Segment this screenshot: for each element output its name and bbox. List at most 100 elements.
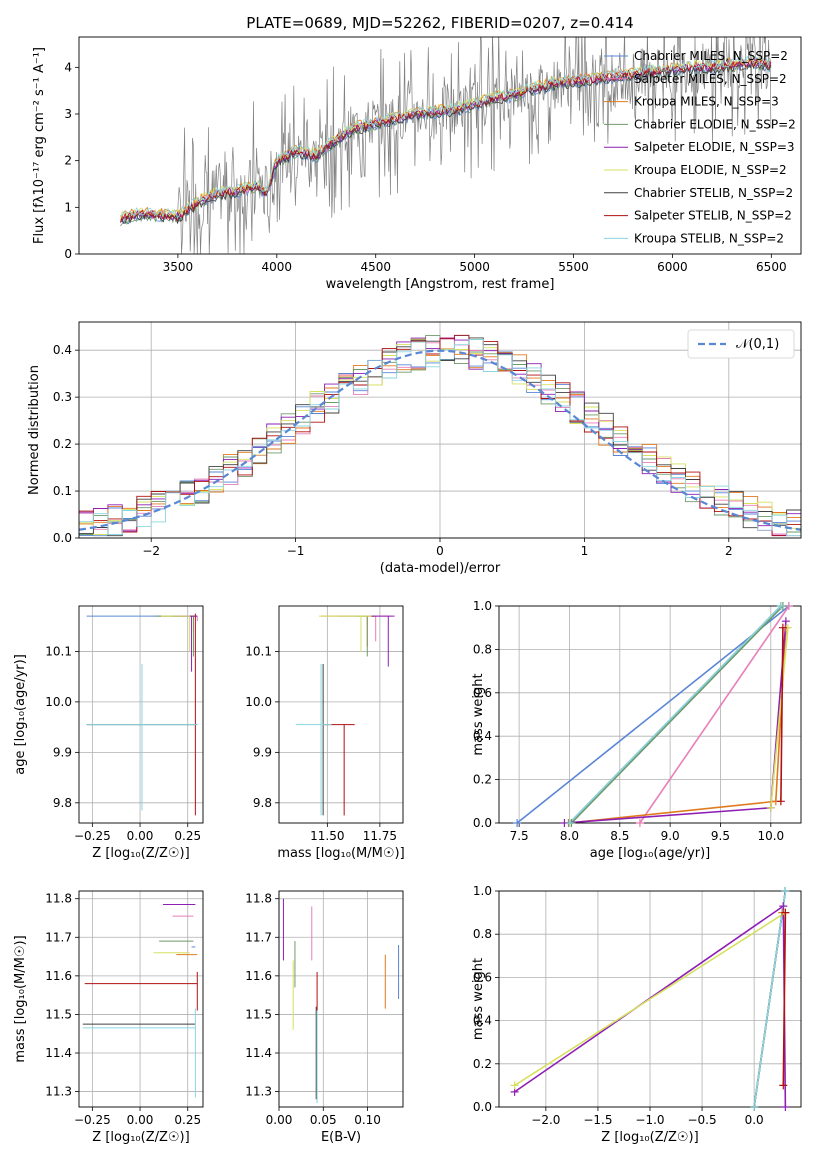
weight-line-kroupa_elodie <box>514 911 786 1087</box>
y-tick-label: 0.6 <box>473 970 492 984</box>
x-tick-label: 0.05 <box>310 1113 337 1127</box>
x-tick-label: 0 <box>436 544 444 558</box>
weight-line-salpeter_stelib <box>782 912 787 1086</box>
y-tick-label: 11.8 <box>245 892 272 906</box>
y-tick-label: 0.0 <box>473 816 492 830</box>
y-tick-label: 0.2 <box>473 1057 492 1071</box>
x-tick-label: 0.0 <box>745 1113 764 1127</box>
legend-entry: Salpeter MILES, N_SSP=2 <box>634 72 787 86</box>
y-axis-label: mass weight <box>471 673 486 755</box>
x-tick-label: −1.5 <box>583 1113 612 1127</box>
legend-entry: Kroupa MILES, N_SSP=3 <box>634 95 779 109</box>
grid-weight_vs_Z <box>499 890 801 1108</box>
weight-line-chabrier_miles <box>516 606 790 823</box>
x-tick-label: 7.5 <box>510 829 529 843</box>
legend-entry: 𝒩(0,1) <box>736 337 779 352</box>
panel-age_vs_mass: 11.50 11.75 9.8 9.9 10.0 10.1 mass [log₁₀(M/M☉… <box>245 605 405 861</box>
y-tick-label: 0.4 <box>473 1014 492 1028</box>
y-tick-label: 11.7 <box>245 930 272 944</box>
x-tick-label: 1 <box>581 544 589 558</box>
x-tick-label: 0.25 <box>174 1113 201 1127</box>
panel-residuals: −2 −1 0 1 2 0.0 0.1 0.2 0.3 0.4 (data-model)/error… <box>27 321 802 576</box>
x-tick-label: 9.5 <box>711 829 730 843</box>
x-tick-label: 0.10 <box>354 1113 381 1127</box>
panel-weight_vs_age: 7.5 8.0 8.5 9.0 9.5 10.0 0.0 0.2 0.4 0.6 0.8 1.0 age… <box>471 599 802 861</box>
y-tick-label: 10.0 <box>45 695 72 709</box>
y-tick-label: 0.6 <box>473 686 492 700</box>
y-tick-label: 0.0 <box>473 1100 492 1114</box>
y-tick-label: 11.3 <box>245 1085 272 1099</box>
x-axis-label: Z [log₁₀(Z/Z☉)] <box>92 1130 189 1145</box>
weight-line-salpeter_stelib <box>780 627 784 802</box>
legend-entry: Kroupa STELIB, N_SSP=2 <box>634 231 784 245</box>
x-tick-label: 11.75 <box>363 829 397 843</box>
x-axis-label: Z [log₁₀(Z/Z☉)] <box>92 846 189 861</box>
x-tick-label: 8.5 <box>610 829 629 843</box>
legend-entry: Salpeter ELODIE, N_SSP=3 <box>634 140 795 154</box>
y-tick-label: 10.1 <box>245 644 272 658</box>
plot-area-residuals <box>79 334 801 537</box>
x-tick-label: 2 <box>725 544 733 558</box>
x-tick-label: −2 <box>142 544 160 558</box>
weight-marker-salpeter_elodie <box>781 1103 790 1111</box>
y-tick-label: 0.0 <box>53 531 72 545</box>
x-tick-label: 4000 <box>262 260 293 274</box>
weight-marker-kroupa_stelib <box>565 819 574 827</box>
weight-line-salpeter_miles <box>639 606 790 823</box>
x-tick-label: 10.0 <box>757 829 784 843</box>
x-tick-label: 5500 <box>558 260 589 274</box>
legend-entry: Chabrier MILES, N_SSP=2 <box>634 49 788 63</box>
x-tick-label: 0.00 <box>266 1113 293 1127</box>
grid-mass_vs_ebv <box>278 891 403 1107</box>
axes-frame <box>498 890 802 1108</box>
weight-line-kroupa_elodie <box>770 627 789 808</box>
weight-marker-salpeter_stelib <box>781 908 790 917</box>
y-tick-label: 11.8 <box>45 892 72 906</box>
x-tick-label: −0.25 <box>74 829 111 843</box>
plot-area-age_vs_Z <box>86 613 198 816</box>
y-tick-label: 3 <box>64 107 72 121</box>
y-axis-label: age [log₁₀(age/yr)] <box>13 654 28 775</box>
y-tick-label: 11.3 <box>45 1085 72 1099</box>
y-tick-label: 1.0 <box>473 599 492 613</box>
x-tick-label: −2.0 <box>531 1113 560 1127</box>
x-tick-label: 8.0 <box>560 829 579 843</box>
axes-frame <box>78 36 802 255</box>
weight-marker-salpeter_stelib <box>779 1081 788 1090</box>
legend-entry: Salpeter STELIB, N_SSP=2 <box>634 209 792 223</box>
y-tick-label: 10.1 <box>45 644 72 658</box>
plot-area-spectrum <box>120 37 772 254</box>
plot-area-weight_vs_age <box>516 606 790 823</box>
y-tick-label: 11.4 <box>245 1046 272 1060</box>
y-tick-label: 0.3 <box>53 390 72 404</box>
weight-marker-kroupa_stelib <box>776 602 785 610</box>
panel-age_vs_Z: −0.25 0.00 0.25 9.8 9.9 10.0 10.1 Z [log₁₀(Z/Z☉… <box>13 605 204 861</box>
y-tick-label: 0.8 <box>473 642 492 656</box>
axes-frame <box>278 605 404 824</box>
y-tick-label: 0.8 <box>473 927 492 941</box>
y-tick-label: 1 <box>64 200 72 214</box>
y-tick-label: 11.6 <box>245 969 272 983</box>
x-axis-label: mass [log₁₀(M/M☉)] <box>277 846 404 861</box>
x-tick-label: −0.25 <box>74 1113 111 1127</box>
x-tick-label: 11.50 <box>310 829 344 843</box>
y-tick-label: 9.9 <box>253 745 272 759</box>
x-tick-label: 9.0 <box>661 829 680 843</box>
x-axis-label: wavelength [Angstrom, rest frame] <box>326 277 555 292</box>
weight-marker-salpeter_miles <box>635 819 644 827</box>
y-tick-label: 11.7 <box>45 930 72 944</box>
panel-mass_vs_Z: −0.25 0.00 0.25 11.3 11.4 11.5 11.6 11.7 11.8 Z [… <box>13 890 204 1145</box>
weight-line-chabrier_elodie <box>570 606 784 823</box>
panel-spectrum: 3500 4000 4500 5000 5500 6000 6500 0 1 2 3 4 wavelen… <box>32 14 802 292</box>
plot-area-mass_vs_ebv <box>282 898 400 1104</box>
y-tick-label: 0.4 <box>473 729 492 743</box>
y-tick-label: 0.2 <box>473 773 492 787</box>
x-tick-label: 4500 <box>360 260 391 274</box>
legend-box <box>687 329 795 359</box>
y-axis-label: Flux [fλ10⁻¹⁷ erg cm⁻² s⁻¹ A⁻¹] <box>32 47 47 244</box>
y-tick-label: 4 <box>64 60 72 74</box>
y-tick-label: 2 <box>64 154 72 168</box>
x-tick-label: 6500 <box>756 260 787 274</box>
x-axis-label: (data-model)/error <box>380 561 501 576</box>
